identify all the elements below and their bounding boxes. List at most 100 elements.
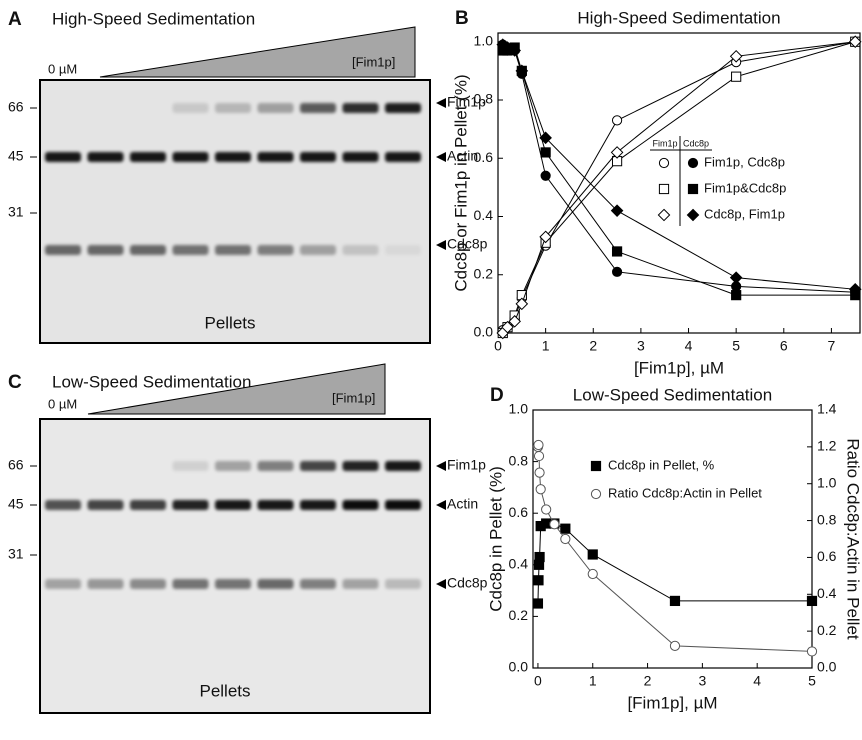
series-line: [503, 45, 855, 293]
x-tick-label: 3: [637, 338, 645, 354]
gel-band: [343, 461, 379, 471]
gel-band: [385, 152, 421, 162]
marker: [658, 209, 669, 220]
marker: [533, 599, 542, 608]
start-label: 0 µM: [48, 396, 77, 411]
x-tick-label: 0: [534, 673, 542, 689]
gel-band: [130, 579, 166, 589]
marker: [612, 247, 621, 256]
chart-title: Low-Speed Sedimentation: [573, 385, 772, 404]
gradient-label: [Fim1p]: [332, 390, 375, 405]
gel-band: [343, 579, 379, 589]
gel-band: [215, 103, 251, 113]
gel-band: [385, 245, 421, 255]
gel-band: [215, 500, 251, 510]
x-tick-label: 5: [732, 338, 740, 354]
charts: B High-Speed Sedimentation [Fim1p], µM Cdc8…: [451, 8, 862, 712]
gel-band: [258, 500, 294, 510]
gel-band: [215, 461, 251, 471]
marker: [732, 72, 741, 81]
y2-tick-label: 0.2: [817, 622, 837, 638]
marker: [659, 184, 668, 193]
gel-band: [343, 152, 379, 162]
y2-tick-label: 1.2: [817, 438, 837, 454]
gradient-wedge: [100, 27, 415, 77]
gradient-label: [Fim1p]: [352, 54, 395, 69]
gel-band: [215, 579, 251, 589]
y-tick-label: 0.8: [474, 91, 494, 107]
y-axis-label: Cdc8p or Fim1p in Pellet (%): [451, 74, 470, 291]
x-tick-label: 0: [494, 338, 502, 354]
y-tick-label: 0.2: [474, 265, 494, 281]
panel-c: C Low-Speed Sedimentation 0 µM [Fim1p] 6…: [8, 364, 488, 713]
marker: [688, 158, 697, 167]
legend-label: Cdc8p, Fim1p: [704, 206, 785, 221]
marker: [588, 550, 597, 559]
gel-band: [258, 103, 294, 113]
gel-band: [45, 152, 81, 162]
gel-band: [215, 152, 251, 162]
size-marker: 66: [8, 457, 24, 473]
marker: [659, 158, 668, 167]
marker: [588, 569, 597, 578]
panel-letter: A: [8, 9, 22, 30]
gel-band: [258, 245, 294, 255]
marker: [612, 267, 621, 276]
gel-band: [88, 245, 124, 255]
y-tick-label: 0.4: [474, 207, 494, 223]
size-marker: 45: [8, 496, 24, 512]
panel-a: A High-Speed Sedimentation 0 µM [Fim1p] …: [8, 9, 488, 343]
y2-tick-label: 0.8: [817, 511, 837, 527]
y2-tick-label: 0.4: [817, 585, 837, 601]
gel-band: [258, 152, 294, 162]
gel-footer: Pellets: [199, 681, 250, 700]
series-line: [538, 524, 812, 604]
y2-tick-label: 0.6: [817, 548, 837, 564]
gel-band: [300, 500, 336, 510]
marker: [561, 534, 570, 543]
gel-band: [385, 579, 421, 589]
x-tick-label: 6: [780, 338, 788, 354]
y2-tick-label: 1.4: [817, 401, 837, 417]
band-label: Actin: [447, 496, 478, 512]
series-line: [503, 42, 855, 330]
x-axis-label: [Fim1p], µM: [627, 693, 717, 712]
x-tick-label: 2: [589, 338, 597, 354]
marker: [550, 520, 559, 529]
panel-letter: D: [490, 385, 504, 406]
gel-band: [258, 461, 294, 471]
panel-title: Low-Speed Sedimentation: [52, 372, 251, 391]
gel-band: [385, 103, 421, 113]
x-tick-label: 1: [542, 338, 550, 354]
gel-band: [130, 500, 166, 510]
marker: [731, 272, 742, 283]
size-marker: 31: [8, 546, 24, 562]
figure: A High-Speed Sedimentation 0 µM [Fim1p] …: [0, 0, 862, 740]
chart-title: High-Speed Sedimentation: [577, 8, 780, 27]
marker: [591, 461, 600, 470]
gel-band: [88, 500, 124, 510]
y-tick-label: 0.8: [509, 452, 529, 468]
legend-label: Cdc8p in Pellet, %: [608, 457, 715, 472]
gel-band: [300, 103, 336, 113]
plot-frame: [498, 33, 860, 333]
gel-band: [300, 579, 336, 589]
x-tick-label: 2: [644, 673, 652, 689]
marker: [670, 641, 679, 650]
gel-band: [130, 245, 166, 255]
gel-footer: Pellets: [204, 313, 255, 332]
band-arrow: [436, 240, 446, 250]
gel-band: [173, 152, 209, 162]
size-marker: 45: [8, 148, 24, 164]
panel-letter: B: [455, 8, 469, 29]
size-marker: 31: [8, 204, 24, 220]
gel-band: [173, 103, 209, 113]
x-tick-label: 5: [808, 673, 816, 689]
legend-label: Fim1p&Cdc8p: [704, 180, 786, 195]
marker: [534, 440, 543, 449]
marker: [536, 485, 545, 494]
marker: [541, 171, 550, 180]
panel-letter: C: [8, 372, 22, 393]
gel-band: [258, 579, 294, 589]
x-axis-label: [Fim1p], µM: [634, 358, 724, 377]
